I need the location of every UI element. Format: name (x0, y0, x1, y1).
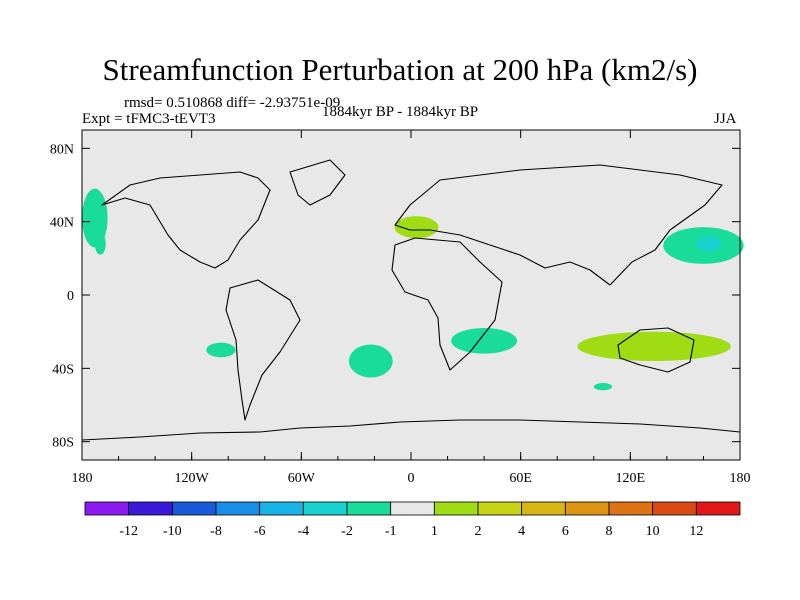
coast-eurasia (394, 164, 723, 286)
y-tick-label: 0 (67, 289, 74, 304)
colorbar-label: -10 (163, 524, 182, 539)
y-tick-label: 40S (52, 362, 74, 377)
x-tick-label: 60E (509, 471, 532, 486)
x-tick-label: 180 (730, 471, 751, 486)
colorbar-swatch (390, 501, 435, 516)
colorbar-swatch (84, 501, 130, 516)
colorbar-label: 10 (646, 524, 660, 539)
coast-australia (617, 327, 695, 373)
colorbar-label: -12 (119, 524, 138, 539)
anomaly-north-pacific-east-negative-tail (94, 232, 106, 255)
anomaly-layer (82, 188, 744, 391)
coast-antarctica (81, 419, 741, 441)
season-label: JJA (714, 111, 737, 127)
x-tick-label: 120E (616, 471, 646, 486)
colorbar-swatch (171, 501, 217, 516)
colorbar-swatch (259, 501, 304, 516)
colorbar-swatch (652, 501, 697, 516)
colorbar-swatch (477, 501, 523, 516)
colorbar-swatch (215, 501, 261, 516)
colorbar-label: -8 (210, 524, 222, 539)
x-tick-label: 120W (175, 471, 210, 486)
y-tick-label: 80N (50, 142, 74, 157)
colorbar-label: -4 (297, 524, 309, 539)
map-background (82, 130, 740, 460)
colorbar-swatch (695, 501, 741, 516)
coast-greenland (289, 159, 346, 206)
colorbar-swatch (128, 501, 173, 516)
coast-south-america (225, 279, 301, 421)
y-tick-label: 80S (52, 436, 74, 451)
anomaly-north-pacific-east-negative (82, 188, 108, 248)
anomaly-australia-positive (577, 331, 731, 362)
colorbar-label: -6 (254, 524, 266, 539)
x-tick-label: 180 (72, 471, 93, 486)
colorbar-swatch (433, 501, 479, 516)
colorbar: -12 -10 -8 -6 -4 -2 -1 1 2 4 6 8 10 12 (84, 501, 741, 539)
colorbar-label: -2 (341, 524, 353, 539)
coast-africa (391, 237, 503, 371)
stats-label: rmsd= 0.510868 diff= -2.93751e-09 (124, 95, 341, 111)
colorbar-label: 1 (431, 524, 438, 539)
colorbar-swatch (302, 501, 348, 516)
colorbar-swatch (521, 501, 566, 516)
colorbar-swatch (346, 501, 392, 516)
y-tick-label: 40N (50, 216, 74, 231)
colorbar-label: -1 (385, 524, 397, 539)
anomaly-indian-ocean-southwest-negative (451, 328, 518, 354)
experiment-label: Expt = tFMC3-tEVT3 (82, 111, 216, 127)
colorbar-swatch (564, 501, 610, 516)
x-tick-label: 60W (288, 471, 316, 486)
period-label: 1884kyr BP - 1884kyr BP (322, 104, 479, 120)
anomaly-south-pacific-negative (206, 342, 236, 358)
colorbar-swatch (608, 501, 654, 516)
anomaly-south-indian-small-negative (593, 383, 613, 391)
colorbar-label: 2 (475, 524, 482, 539)
colorbar-label: 4 (518, 524, 525, 539)
anomaly-south-atlantic-negative (348, 344, 393, 378)
anomaly-mediterranean-positive (394, 216, 439, 239)
x-ticks: 180 120W 60W 0 60E 120E 180 (72, 130, 751, 486)
anomaly-north-pacific-west-core (696, 236, 722, 252)
coastlines (81, 159, 741, 441)
colorbar-label: 6 (562, 524, 569, 539)
colorbar-label: 8 (606, 524, 613, 539)
coast-north-america (101, 171, 271, 269)
y-ticks: 80N 40N 0 40S 80S (50, 142, 740, 451)
x-tick-label: 0 (408, 471, 415, 486)
colorbar-label: 12 (689, 524, 703, 539)
chart-title: Streamfunction Perturbation at 200 hPa (… (102, 52, 698, 87)
